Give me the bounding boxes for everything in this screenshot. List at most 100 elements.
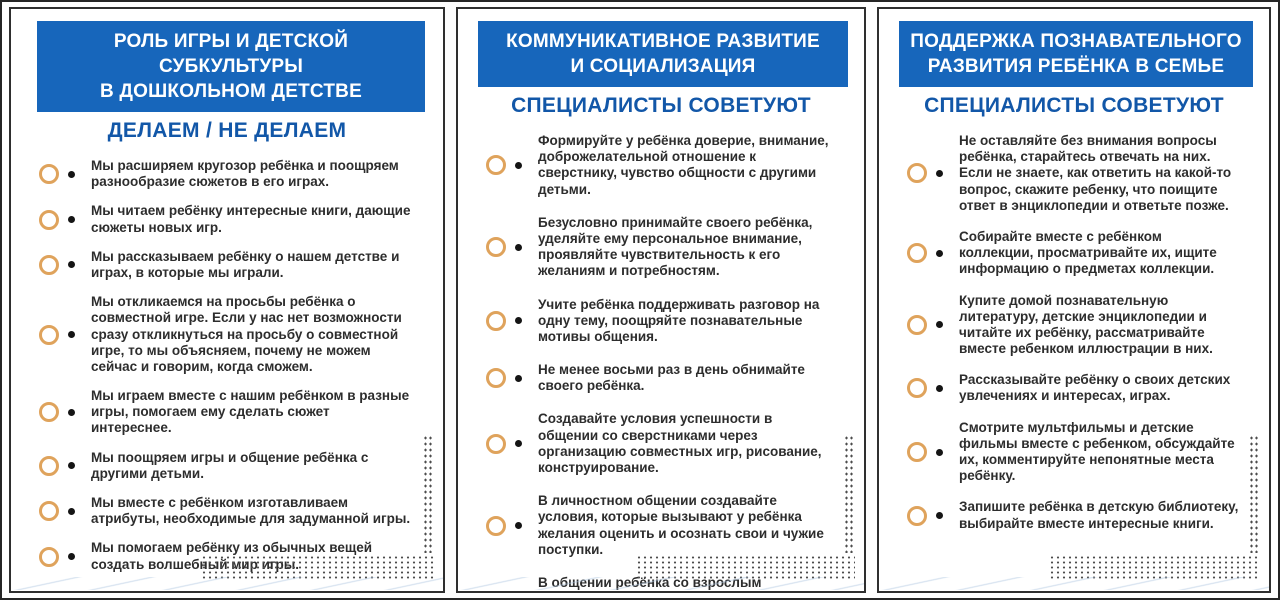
bullet-dot-icon xyxy=(515,522,522,530)
checkbox-marker xyxy=(31,402,91,423)
checkbox-marker xyxy=(899,442,959,462)
checklist-item-text: Не менее восьми раз в день обнимайте сво… xyxy=(538,362,805,394)
checklist-item: Не менее восьми раз в день обнимайте сво… xyxy=(478,362,848,394)
panel-title: РОЛЬ ИГРЫ И ДЕТСКОЙ СУБКУЛЬТУРЫ В ДОШКОЛ… xyxy=(37,21,425,112)
dots-pattern-horizontal xyxy=(1049,555,1260,580)
checkbox-circle-icon xyxy=(907,314,927,335)
checkbox-circle-icon xyxy=(39,501,59,522)
checklist: Формируйте у ребёнка доверие, внимание, … xyxy=(468,131,854,591)
checklist-item-text: Мы откликаемся на просьбы ребёнка о совм… xyxy=(91,294,402,374)
checklist-item-text: Рассказывайте ребёнку о своих детских ув… xyxy=(959,372,1231,404)
checklist-item-text: Создавайте условия успешности в общении … xyxy=(538,411,822,475)
panel-play-role: РОЛЬ ИГРЫ И ДЕТСКОЙ СУБКУЛЬТУРЫ В ДОШКОЛ… xyxy=(9,7,445,593)
checkbox-marker xyxy=(31,546,91,567)
bullet-dot-icon xyxy=(515,374,522,382)
scribble-decoration xyxy=(879,577,1269,590)
checklist-item: Смотрите мультфильмы и детские фильмы вм… xyxy=(899,420,1253,485)
checkbox-circle-icon xyxy=(486,237,506,258)
bullet-dot-icon xyxy=(68,462,75,470)
checklist-item-text: Собирайте вместе с ребёнком коллекции, п… xyxy=(959,228,1217,277)
scribble-decoration xyxy=(11,577,443,590)
checklist-item: Мы поощряем игры и общение ребёнка с дру… xyxy=(31,450,427,482)
checkbox-marker xyxy=(899,378,959,399)
checklist-item-text: Формируйте у ребёнка доверие, внимание, … xyxy=(538,133,829,197)
checkbox-circle-icon xyxy=(486,310,506,331)
bullet-dot-icon xyxy=(936,384,943,392)
dots-pattern-vertical xyxy=(1249,435,1260,553)
panel-subtitle: СПЕЦИАЛИСТЫ СОВЕТУЮТ xyxy=(924,94,1224,117)
checkbox-marker xyxy=(478,310,538,331)
checkbox-marker xyxy=(478,515,538,536)
checklist-item: Мы вместе с ребёнком изготавливаем атриб… xyxy=(31,495,427,527)
checkbox-marker xyxy=(31,164,91,185)
checkbox-circle-icon xyxy=(39,209,59,230)
checklist-item-text: Запишите ребёнка в детскую библиотеку, в… xyxy=(959,499,1239,531)
dots-pattern-vertical xyxy=(423,435,434,553)
checklist-item-text: Мы поощряем игры и общение ребёнка с дру… xyxy=(91,449,369,481)
checkbox-marker xyxy=(478,155,538,176)
checkbox-marker xyxy=(31,501,91,522)
checkbox-marker xyxy=(31,254,91,275)
checkbox-circle-icon xyxy=(486,368,506,389)
bullet-dot-icon xyxy=(936,169,943,177)
checklist-item: Создавайте условия успешности в общении … xyxy=(478,411,848,476)
bullet-dot-icon xyxy=(515,317,522,325)
checklist-item-text: Купите домой познавательную литературу, … xyxy=(959,292,1213,357)
checklist-item-text: Мы расширяем кругозор ребёнка и поощряем… xyxy=(91,158,399,190)
scribble-decoration xyxy=(458,577,864,590)
checkbox-circle-icon xyxy=(39,402,59,423)
checkbox-circle-icon xyxy=(39,164,59,185)
checklist-item: Мы откликаемся на просьбы ребёнка о совм… xyxy=(31,294,427,375)
panel-cognitive-support: ПОДДЕРЖКА ПОЗНАВАТЕЛЬНОГО РАЗВИТИЯ РЕБЁН… xyxy=(877,7,1271,593)
checkbox-marker xyxy=(899,243,959,264)
checklist-item: Купите домой познавательную литературу, … xyxy=(899,293,1253,358)
bullet-dot-icon xyxy=(936,249,943,257)
panel-subtitle: СПЕЦИАЛИСТЫ СОВЕТУЮТ xyxy=(511,94,811,117)
checkbox-circle-icon xyxy=(39,546,59,567)
checklist-item-text: Мы рассказываем ребёнку о нашем детстве … xyxy=(91,248,400,280)
checkbox-circle-icon xyxy=(39,324,59,345)
checkbox-marker xyxy=(899,505,959,526)
checklist-item-text: В личностном общении создавайте условия,… xyxy=(538,493,824,557)
checkbox-marker xyxy=(31,455,91,476)
bullet-dot-icon xyxy=(515,440,522,448)
checklist: Мы расширяем кругозор ребёнка и поощряем… xyxy=(21,156,433,573)
bullet-dot-icon xyxy=(68,408,75,416)
checkbox-circle-icon xyxy=(486,433,506,454)
checkbox-circle-icon xyxy=(907,442,927,462)
panel-communication: КОММУНИКАТИВНОЕ РАЗВИТИЕ И СОЦИАЛИЗАЦИЯ … xyxy=(456,7,866,593)
dots-pattern-vertical xyxy=(844,435,855,553)
checklist-item: Мы рассказываем ребёнку о нашем детстве … xyxy=(31,249,427,281)
checklist-item: Безусловно принимайте своего ребёнка, уд… xyxy=(478,215,848,280)
bullet-dot-icon xyxy=(936,321,943,329)
dots-pattern-horizontal xyxy=(200,555,434,580)
checkbox-circle-icon xyxy=(39,455,59,476)
checkbox-marker xyxy=(478,368,538,389)
checklist-item: Мы расширяем кругозор ребёнка и поощряем… xyxy=(31,158,427,190)
checkbox-circle-icon xyxy=(39,254,59,275)
checklist-item: Формируйте у ребёнка доверие, внимание, … xyxy=(478,133,848,198)
checklist-item: Мы играем вместе с нашим ребёнком в разн… xyxy=(31,388,427,437)
checkbox-circle-icon xyxy=(907,163,927,184)
checkbox-marker xyxy=(31,209,91,230)
bullet-dot-icon xyxy=(68,331,75,339)
bullet-dot-icon xyxy=(68,170,75,178)
checkbox-circle-icon xyxy=(907,378,927,399)
checklist-item-text: Не оставляйте без внимания вопросы ребён… xyxy=(959,133,1232,213)
checklist-item: Запишите ребёнка в детскую библиотеку, в… xyxy=(899,499,1253,531)
checkbox-circle-icon xyxy=(486,155,506,176)
bullet-dot-icon xyxy=(68,216,75,224)
checklist-item: Мы читаем ребёнку интересные книги, дающ… xyxy=(31,203,427,235)
checklist-item: В личностном общении создавайте условия,… xyxy=(478,493,848,558)
checklist-item-text: Мы вместе с ребёнком изготавливаем атриб… xyxy=(91,495,411,527)
bullet-dot-icon xyxy=(936,512,943,520)
panel-title: КОММУНИКАТИВНОЕ РАЗВИТИЕ И СОЦИАЛИЗАЦИЯ xyxy=(478,21,848,87)
bullet-dot-icon xyxy=(68,553,75,561)
checklist-item-text: Безусловно принимайте своего ребёнка, уд… xyxy=(538,214,813,279)
checklist-item: Собирайте вместе с ребёнком коллекции, п… xyxy=(899,229,1253,278)
checklist-item: Учите ребёнка поддерживать разговор на о… xyxy=(478,297,848,346)
checkbox-marker xyxy=(478,237,538,258)
checklist-item-text: Мы читаем ребёнку интересные книги, дающ… xyxy=(91,203,411,235)
bullet-dot-icon xyxy=(68,507,75,515)
